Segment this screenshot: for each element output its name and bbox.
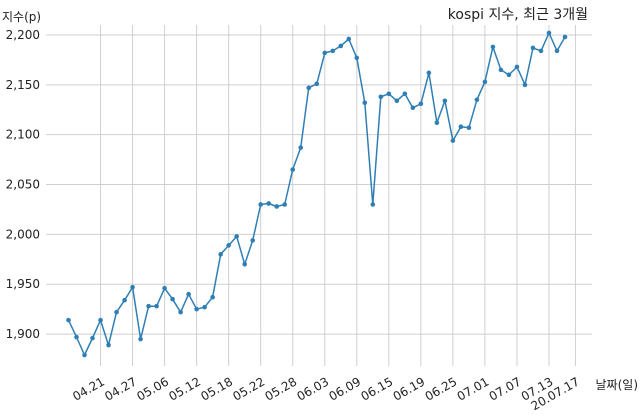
x-tick-label: 04.21 (70, 374, 107, 403)
data-point (170, 296, 175, 302)
x-tick-label: 05.12 (166, 374, 203, 403)
data-point (522, 82, 528, 88)
data-point (330, 48, 336, 54)
y-tick-label: 2,150 (6, 78, 40, 92)
y-tick-label: 2,100 (6, 128, 40, 142)
x-tick-label: 06.25 (423, 374, 460, 403)
x-tick-label: 06.15 (359, 374, 396, 403)
data-point (258, 202, 263, 207)
x-tick-label: 05.22 (230, 374, 267, 403)
data-point (474, 97, 480, 103)
data-point (162, 285, 167, 291)
data-point (298, 145, 304, 150)
data-point (450, 138, 456, 143)
data-point (66, 317, 71, 323)
x-tick-label: 04.27 (102, 374, 139, 403)
data-point (418, 101, 424, 107)
data-point (466, 125, 472, 130)
x-tick-label: 07.01 (455, 374, 492, 403)
data-point (106, 342, 111, 348)
data-point (506, 72, 512, 78)
data-point (130, 284, 135, 290)
x-tick-label: 06.03 (295, 374, 332, 403)
data-point (90, 335, 95, 341)
y-tick-label: 1,900 (6, 327, 40, 341)
data-point (282, 202, 288, 207)
y-tick-label: 2,000 (6, 227, 40, 241)
data-point (410, 105, 416, 111)
x-tick-label: 05.06 (134, 374, 171, 403)
data-point (378, 94, 384, 100)
x-tick-label: 05.18 (198, 374, 235, 403)
data-point (426, 70, 432, 76)
data-point (178, 309, 183, 315)
data-point (402, 91, 408, 97)
data-point (274, 204, 280, 209)
chart-title: kospi 지수, 최근 3개월 (447, 7, 588, 23)
data-point (250, 238, 255, 243)
x-axis-label: 날짜(일) (595, 378, 638, 392)
x-tick-label: 05.28 (262, 374, 299, 403)
data-point (554, 48, 560, 54)
data-point (490, 44, 496, 50)
data-point (458, 124, 464, 130)
data-point (122, 297, 127, 303)
data-point (266, 201, 272, 206)
data-point (370, 202, 376, 207)
data-point (498, 67, 504, 73)
data-point (482, 79, 488, 85)
data-point (74, 334, 79, 340)
data-point (362, 100, 368, 106)
y-tick-label: 2,050 (6, 178, 40, 192)
data-point (546, 30, 552, 36)
data-point (210, 294, 215, 300)
data-point (354, 55, 360, 61)
y-tick-label: 1,950 (6, 277, 40, 291)
data-point (242, 261, 247, 267)
data-point (346, 36, 352, 42)
data-point (138, 336, 143, 342)
data-point (218, 252, 223, 257)
x-tick-label: 06.19 (391, 374, 428, 403)
data-point (314, 81, 320, 87)
data-point (194, 306, 199, 312)
data-point (538, 48, 544, 54)
data-point (234, 234, 239, 239)
data-point (202, 304, 207, 310)
x-tick-label: 06.09 (327, 374, 364, 403)
data-point (386, 91, 392, 97)
y-tick-label: 2,200 (6, 28, 40, 42)
data-point (442, 98, 448, 104)
data-point (114, 309, 119, 315)
data-point (306, 85, 312, 91)
kospi-series-line (67, 32, 566, 356)
data-point (226, 243, 231, 248)
data-point (186, 291, 191, 297)
data-point (434, 120, 440, 126)
data-point (154, 303, 159, 309)
data-point (322, 50, 328, 56)
data-point (394, 98, 400, 104)
data-point (338, 43, 344, 49)
data-point (514, 64, 520, 70)
data-point (82, 352, 87, 358)
data-point (98, 317, 103, 323)
y-axis-label: 지수(p) (2, 10, 42, 24)
data-point (562, 34, 568, 40)
data-point (146, 303, 151, 309)
data-point (290, 167, 296, 172)
x-tick-label: 07.07 (487, 374, 524, 403)
data-point (530, 45, 536, 51)
